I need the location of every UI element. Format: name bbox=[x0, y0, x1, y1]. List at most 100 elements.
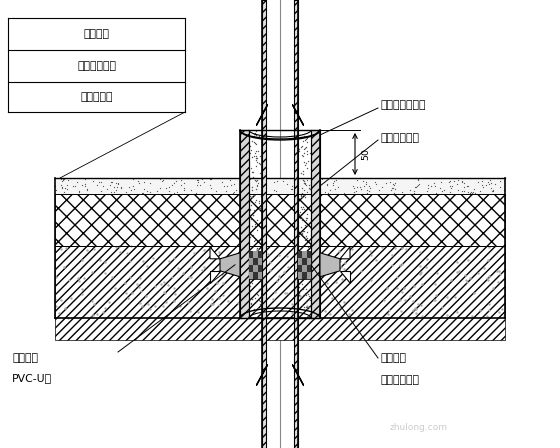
Point bbox=[214, 267, 223, 274]
Point bbox=[431, 292, 440, 299]
Point bbox=[207, 185, 216, 192]
Point bbox=[251, 153, 260, 160]
Point bbox=[234, 299, 242, 306]
Point bbox=[388, 185, 397, 192]
Point bbox=[242, 185, 251, 193]
Point bbox=[139, 178, 148, 185]
Point bbox=[397, 261, 406, 268]
Point bbox=[250, 295, 259, 302]
Point bbox=[250, 129, 259, 137]
Point bbox=[90, 245, 99, 252]
Point bbox=[326, 310, 335, 317]
Point bbox=[137, 302, 146, 309]
Point bbox=[316, 308, 325, 315]
Point bbox=[111, 180, 120, 187]
Point bbox=[293, 185, 302, 193]
Point bbox=[245, 233, 254, 240]
Point bbox=[295, 291, 304, 298]
Point bbox=[460, 271, 469, 278]
Point bbox=[251, 198, 260, 205]
Point bbox=[439, 175, 448, 182]
Point bbox=[466, 190, 475, 197]
Point bbox=[451, 294, 460, 301]
Point bbox=[429, 297, 438, 304]
Point bbox=[315, 181, 324, 189]
Point bbox=[414, 182, 423, 189]
Point bbox=[223, 297, 232, 305]
Point bbox=[249, 237, 258, 245]
Point bbox=[183, 175, 192, 182]
Point bbox=[199, 263, 208, 271]
Point bbox=[300, 192, 309, 199]
Point bbox=[366, 184, 375, 191]
Point bbox=[160, 278, 169, 285]
Point bbox=[484, 301, 493, 308]
Point bbox=[297, 242, 306, 249]
Point bbox=[252, 217, 261, 224]
Point bbox=[257, 278, 266, 285]
Point bbox=[302, 235, 311, 242]
Point bbox=[483, 313, 492, 320]
Point bbox=[446, 182, 455, 190]
Point bbox=[482, 181, 491, 188]
Point bbox=[250, 130, 259, 137]
Point bbox=[305, 184, 314, 191]
Point bbox=[498, 305, 507, 312]
Point bbox=[297, 152, 306, 159]
Point bbox=[298, 216, 307, 223]
Point bbox=[303, 138, 312, 146]
Point bbox=[245, 159, 254, 166]
Text: 屋面面层: 屋面面层 bbox=[83, 29, 110, 39]
Point bbox=[179, 184, 188, 191]
Point bbox=[112, 186, 121, 194]
Point bbox=[410, 283, 419, 290]
Point bbox=[389, 190, 398, 198]
Point bbox=[453, 176, 462, 183]
Point bbox=[247, 215, 256, 223]
Point bbox=[314, 188, 323, 195]
Point bbox=[282, 180, 291, 187]
Bar bbox=[253, 272, 258, 279]
Point bbox=[207, 296, 216, 303]
Point bbox=[269, 186, 278, 193]
Point bbox=[125, 258, 134, 265]
Point bbox=[296, 134, 305, 141]
Point bbox=[145, 180, 154, 187]
Point bbox=[59, 177, 68, 184]
Bar bbox=[302, 258, 307, 265]
Point bbox=[299, 291, 308, 298]
Point bbox=[247, 296, 256, 303]
Point bbox=[75, 188, 84, 195]
Point bbox=[344, 310, 353, 317]
Point bbox=[67, 294, 76, 302]
Point bbox=[165, 257, 174, 264]
Point bbox=[492, 267, 501, 275]
Point bbox=[442, 312, 451, 319]
Point bbox=[274, 252, 283, 259]
Point bbox=[459, 179, 468, 186]
Point bbox=[302, 299, 311, 306]
Point bbox=[89, 177, 98, 185]
Point bbox=[321, 258, 330, 265]
Point bbox=[296, 144, 305, 151]
Point bbox=[295, 145, 304, 152]
Point bbox=[458, 175, 466, 182]
Point bbox=[62, 181, 71, 189]
Point bbox=[334, 183, 343, 190]
Point bbox=[305, 149, 314, 156]
Bar bbox=[249, 272, 253, 279]
Point bbox=[114, 180, 123, 187]
Point bbox=[414, 300, 423, 307]
Point bbox=[306, 181, 315, 188]
Point bbox=[280, 268, 289, 275]
Point bbox=[113, 190, 122, 198]
Point bbox=[249, 138, 258, 145]
Point bbox=[170, 179, 179, 186]
Point bbox=[208, 175, 217, 182]
Point bbox=[253, 291, 262, 298]
Point bbox=[328, 182, 337, 189]
Point bbox=[485, 180, 494, 187]
Point bbox=[180, 180, 189, 187]
Point bbox=[448, 183, 457, 190]
Point bbox=[311, 177, 320, 184]
